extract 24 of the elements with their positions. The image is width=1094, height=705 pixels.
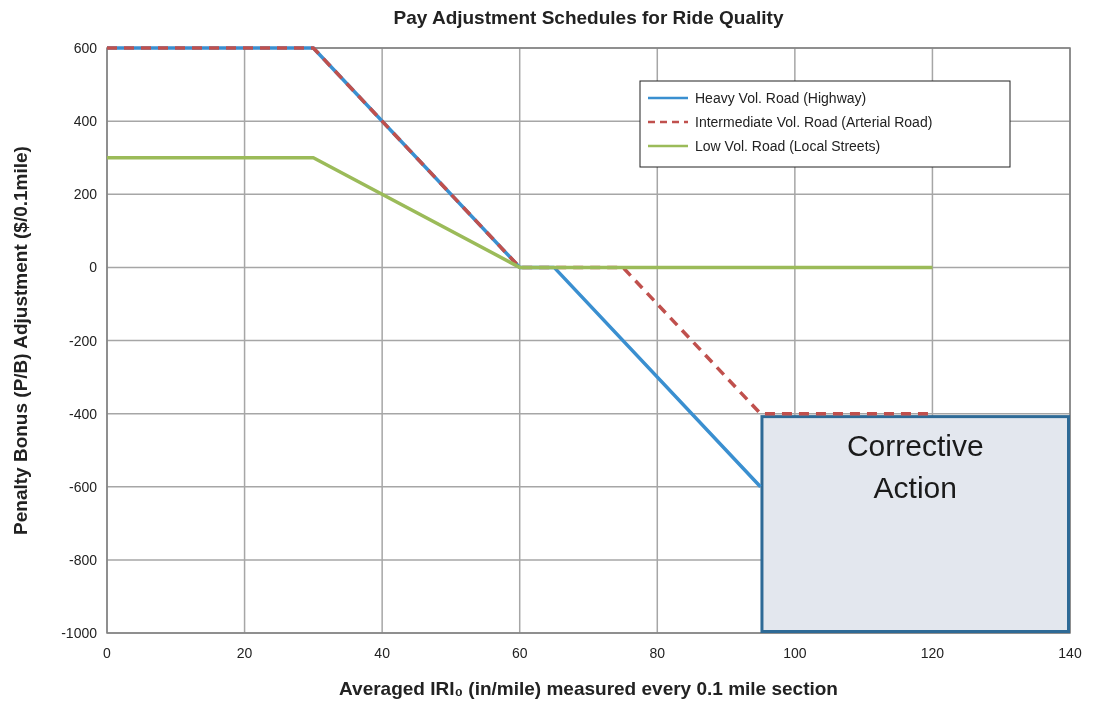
x-tick-label: 100 <box>783 645 807 661</box>
x-tick-label: 140 <box>1058 645 1082 661</box>
x-tick-label: 60 <box>511 645 528 661</box>
y-tick-label: 400 <box>73 113 98 130</box>
y-tick-label: 0 <box>89 259 98 276</box>
y-tick-label: -1000 <box>61 625 98 641</box>
legend-label: Intermediate Vol. Road (Arterial Road) <box>695 114 933 130</box>
y-tick-label: 200 <box>73 186 98 203</box>
y-tick-label: -200 <box>68 332 98 349</box>
x-axis-title: Averaged IRI₀ (in/mile) measured every 0.1 mile section <box>339 678 838 699</box>
y-axis-title: Penalty Bonus (P/B) Adjustment ($/0.1mile) <box>10 146 31 535</box>
chart-title: Pay Adjustment Schedules for Ride Quality <box>393 7 784 28</box>
x-tick-label: 40 <box>374 645 391 661</box>
y-tick-label: -400 <box>68 405 98 422</box>
y-tick-label: -800 <box>68 551 98 568</box>
y-tick-label: 600 <box>73 40 98 56</box>
legend-label: Low Vol. Road (Local Streets) <box>695 138 881 154</box>
x-tick-label: 20 <box>236 645 253 661</box>
x-tick-label: 120 <box>920 645 945 661</box>
annotation: Corrective Action <box>846 428 984 504</box>
y-tick-label: -600 <box>68 478 98 495</box>
legend-label: Heavy Vol. Road (Highway) <box>695 90 867 106</box>
x-tick-label: 0 <box>103 645 112 661</box>
x-tick-label: 80 <box>649 645 666 661</box>
